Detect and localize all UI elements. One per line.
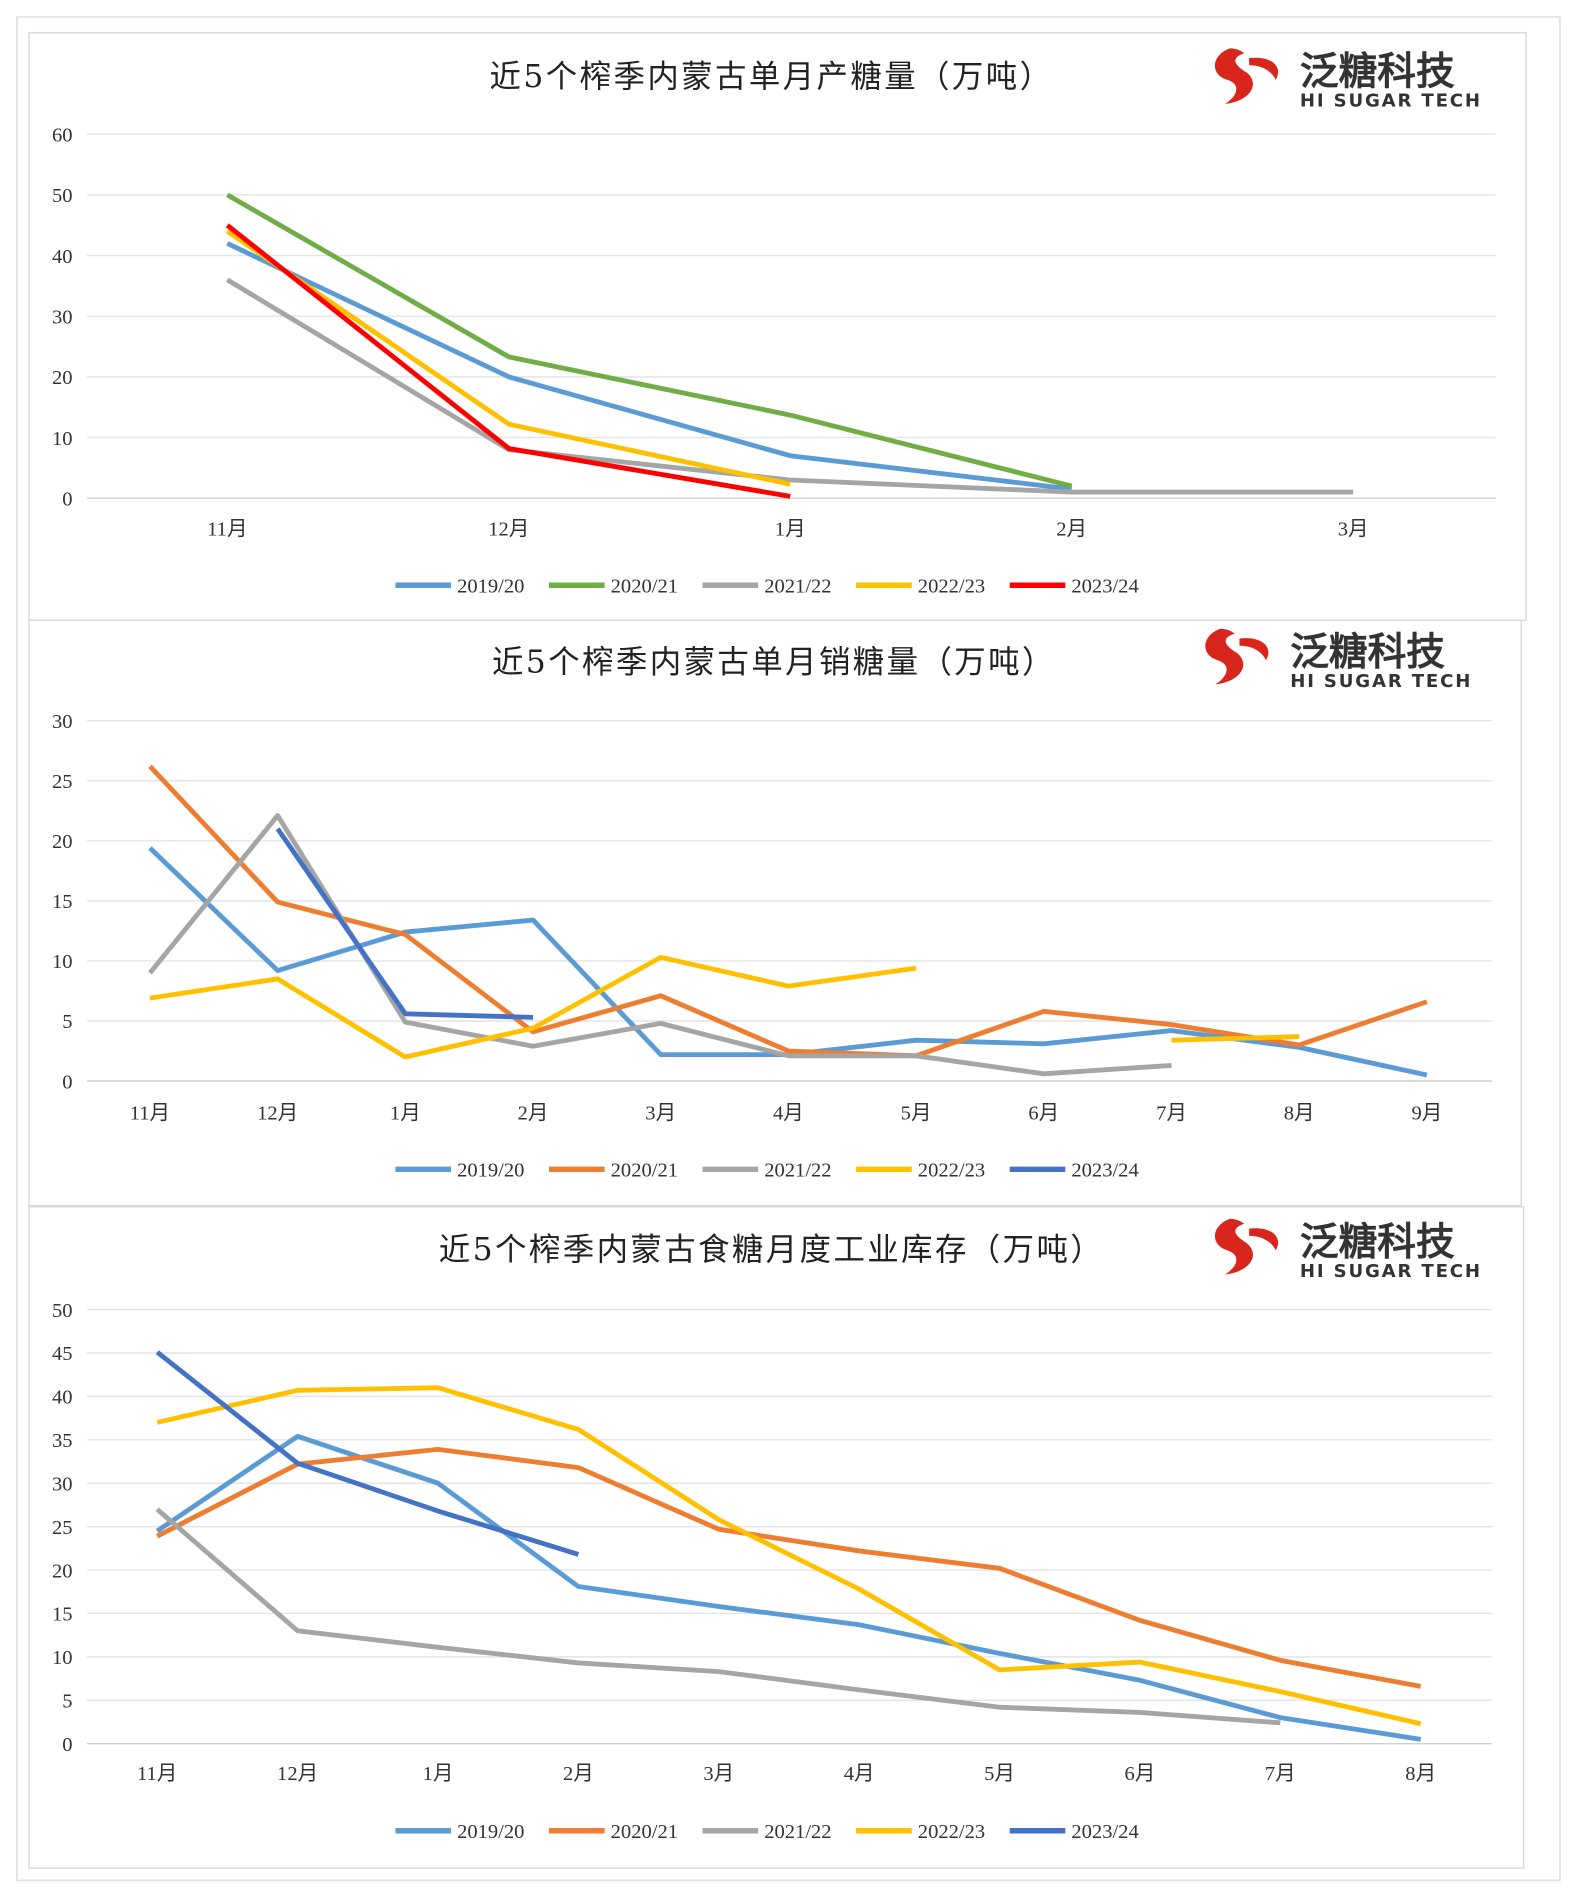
x-tick-label: 1月 <box>775 519 806 541</box>
x-tick-label: 5月 <box>901 1103 932 1125</box>
y-tick-label: 5 <box>62 1691 72 1713</box>
x-tick-label: 11月 <box>130 1103 170 1125</box>
y-tick-label: 0 <box>62 1734 72 1756</box>
logo-en-text: HI SUGAR TECH <box>1300 1261 1482 1282</box>
legend-label: 2019/20 <box>457 1160 524 1182</box>
logo-en-text: HI SUGAR TECH <box>1290 671 1472 692</box>
x-tick-label: 12月 <box>277 1763 318 1785</box>
x-tick-label: 1月 <box>390 1103 421 1125</box>
chart-title: 近5个榨季内蒙古单月产糖量（万吨） <box>490 59 1054 95</box>
logo-cn-text: 泛糖科技 <box>1300 1220 1455 1265</box>
x-tick-label: 5月 <box>984 1763 1015 1785</box>
series-line-2022-23 <box>156 1385 1422 1727</box>
y-tick-label: 25 <box>52 771 73 793</box>
x-tick-label: 4月 <box>844 1763 875 1785</box>
y-tick-label: 5 <box>62 1011 72 1033</box>
logo-cn-text: 泛糖科技 <box>1290 630 1445 675</box>
legend-label: 2020/21 <box>611 1160 678 1182</box>
logo-s-mark-icon <box>1214 1218 1253 1275</box>
legend-label: 2023/24 <box>1071 1821 1138 1843</box>
logo-swoosh-icon <box>1249 57 1279 80</box>
series-line-2020-21 <box>156 1446 1422 1689</box>
x-tick-label: 7月 <box>1156 1103 1187 1125</box>
y-tick-label: 20 <box>52 831 73 853</box>
x-tick-label: 11月 <box>207 519 247 541</box>
x-tick-label: 6月 <box>1125 1763 1156 1785</box>
x-tick-label: 3月 <box>1338 519 1369 541</box>
legend-label: 2022/23 <box>918 1821 985 1843</box>
x-tick-label: 7月 <box>1265 1763 1296 1785</box>
series-line-2020-21 <box>226 192 1073 489</box>
chart-frame <box>28 31 1527 622</box>
x-tick-label: 2月 <box>1056 519 1087 541</box>
y-tick-label: 35 <box>52 1430 73 1452</box>
y-tick-label: 40 <box>52 246 73 268</box>
series-line-2022-23 <box>1171 1034 1300 1043</box>
series-line-2023-24 <box>155 1350 580 1557</box>
legend-label: 2022/23 <box>918 576 985 598</box>
x-tick-label: 6月 <box>1028 1103 1059 1125</box>
y-tick-label: 25 <box>52 1517 73 1539</box>
logo-s-mark-icon <box>1205 628 1244 685</box>
chart-title: 近5个榨季内蒙古食糖月度工业库存（万吨） <box>439 1232 1104 1268</box>
legend-label: 2022/23 <box>918 1160 985 1182</box>
y-tick-label: 0 <box>62 1071 72 1093</box>
x-tick-label: 12月 <box>257 1103 298 1125</box>
x-tick-label: 9月 <box>1411 1103 1442 1125</box>
y-tick-label: 0 <box>62 488 72 510</box>
x-tick-label: 3月 <box>645 1103 676 1125</box>
y-tick-label: 60 <box>52 124 73 146</box>
legend-label: 2023/24 <box>1071 1160 1138 1182</box>
x-tick-label: 3月 <box>703 1763 734 1785</box>
chart-frame <box>28 619 1522 1207</box>
y-tick-label: 20 <box>52 367 73 389</box>
y-tick-label: 30 <box>52 306 73 328</box>
y-tick-label: 45 <box>52 1343 73 1365</box>
logo-en-text: HI SUGAR TECH <box>1300 90 1482 111</box>
legend-label: 2019/20 <box>457 1821 524 1843</box>
x-tick-label: 2月 <box>563 1763 594 1785</box>
legend-label: 2021/22 <box>764 1821 831 1843</box>
x-tick-label: 4月 <box>773 1103 804 1125</box>
y-tick-label: 10 <box>52 1647 73 1669</box>
y-tick-label: 15 <box>52 1604 73 1626</box>
y-tick-label: 50 <box>52 185 73 207</box>
logo-s-mark-icon <box>1214 48 1253 104</box>
x-tick-label: 11月 <box>137 1763 177 1785</box>
legend-label: 2020/21 <box>611 576 678 598</box>
y-tick-label: 30 <box>52 1473 73 1495</box>
y-tick-label: 10 <box>52 951 73 973</box>
y-tick-label: 15 <box>52 891 73 913</box>
x-tick-label: 2月 <box>518 1103 549 1125</box>
y-tick-label: 50 <box>52 1300 73 1322</box>
x-tick-label: 8月 <box>1405 1763 1436 1785</box>
legend-label: 2021/22 <box>764 576 831 598</box>
legend-label: 2020/21 <box>611 1821 678 1843</box>
logo-swoosh-icon <box>1249 1228 1279 1251</box>
series-line-2019-20 <box>155 1433 1422 1742</box>
legend-label: 2019/20 <box>457 576 524 598</box>
legend-label: 2021/22 <box>764 1160 831 1182</box>
y-tick-label: 30 <box>52 711 73 733</box>
legend-label: 2023/24 <box>1071 576 1138 598</box>
chart-title: 近5个榨季内蒙古单月销糖量（万吨） <box>492 644 1056 680</box>
series-line-2019-20 <box>226 241 1072 492</box>
logo-swoosh-icon <box>1239 638 1269 661</box>
logo-cn-text: 泛糖科技 <box>1300 50 1455 95</box>
y-tick-label: 40 <box>52 1387 73 1409</box>
y-tick-label: 20 <box>52 1560 73 1582</box>
y-tick-label: 10 <box>52 428 73 450</box>
x-tick-label: 1月 <box>423 1763 454 1785</box>
x-tick-label: 12月 <box>488 519 529 541</box>
x-tick-label: 8月 <box>1284 1103 1315 1125</box>
